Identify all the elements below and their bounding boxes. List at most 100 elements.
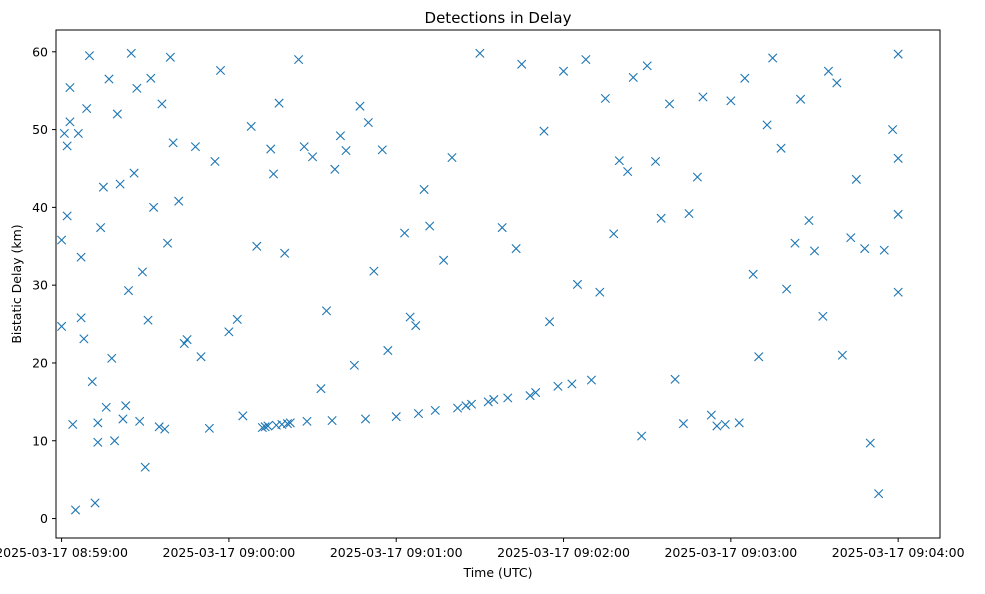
- data-point: [190, 142, 201, 152]
- data-point: [294, 54, 304, 65]
- data-point: [112, 109, 122, 119]
- y-axis-label: Bistatic Delay (km): [9, 224, 24, 343]
- data-point: [600, 93, 610, 104]
- data-point: [132, 83, 142, 93]
- data-point: [165, 52, 175, 62]
- data-point: [726, 96, 736, 106]
- data-point: [140, 462, 150, 472]
- data-point: [383, 345, 393, 356]
- data-point: [121, 401, 131, 411]
- data-point: [137, 267, 148, 277]
- data-point: [70, 505, 81, 515]
- data-point: [160, 424, 170, 434]
- data-point: [832, 78, 842, 88]
- x-tick-label: 2025-03-17 09:00:00: [163, 545, 296, 560]
- data-point: [642, 61, 652, 71]
- data-point: [179, 338, 189, 349]
- data-point: [215, 65, 226, 76]
- data-point: [888, 124, 898, 135]
- data-point: [73, 128, 83, 139]
- data-point: [360, 414, 371, 424]
- data-point: [65, 82, 75, 93]
- data-point: [330, 164, 340, 174]
- data-point: [118, 414, 128, 424]
- data-point: [232, 314, 242, 324]
- data-point: [823, 66, 834, 76]
- data-point: [349, 360, 359, 370]
- data-point: [76, 252, 86, 262]
- data-point: [452, 403, 463, 413]
- data-point: [628, 72, 638, 83]
- y-tick-label: 0: [40, 511, 48, 526]
- data-point: [678, 419, 689, 429]
- data-point: [68, 419, 78, 430]
- data-point: [581, 54, 591, 65]
- data-point: [411, 321, 421, 331]
- data-point: [363, 117, 373, 128]
- y-tick-label: 50: [32, 122, 48, 137]
- data-point: [238, 411, 248, 421]
- data-point: [879, 245, 889, 255]
- data-point: [307, 152, 318, 162]
- data-point: [157, 99, 167, 109]
- data-point: [795, 94, 806, 104]
- data-point: [818, 311, 828, 321]
- data-point: [405, 312, 415, 322]
- data-point: [56, 321, 67, 331]
- data-points: [56, 48, 903, 515]
- data-point: [224, 327, 234, 337]
- data-point: [129, 168, 139, 178]
- data-point: [466, 399, 477, 409]
- data-point: [96, 223, 106, 233]
- data-point: [260, 422, 270, 432]
- x-axis: 2025-03-17 08:59:00 2025-03-17 09:00:00 20…: [0, 538, 965, 560]
- data-point: [285, 418, 295, 428]
- y-tick-label: 40: [32, 200, 48, 215]
- data-point: [837, 350, 847, 360]
- data-point: [475, 48, 485, 58]
- data-point: [79, 334, 89, 344]
- data-point: [614, 156, 624, 166]
- data-point: [782, 284, 792, 294]
- data-point: [698, 92, 708, 102]
- data-point: [553, 381, 563, 391]
- data-point: [316, 384, 326, 394]
- data-point: [204, 423, 214, 433]
- data-point: [865, 438, 875, 448]
- data-point: [461, 401, 471, 411]
- data-point: [168, 138, 178, 148]
- data-point: [62, 211, 72, 221]
- data-point: [539, 126, 549, 136]
- data-point: [740, 73, 750, 83]
- data-point: [257, 422, 267, 433]
- data-point: [246, 121, 256, 132]
- data-point: [196, 352, 206, 362]
- data-point: [182, 335, 192, 345]
- data-point: [154, 422, 164, 432]
- data-point: [637, 431, 647, 441]
- data-point: [623, 166, 633, 177]
- data-point: [692, 172, 702, 182]
- data-point: [174, 196, 184, 206]
- data-point: [76, 313, 86, 323]
- data-point: [335, 131, 346, 141]
- data-point: [399, 228, 410, 238]
- data-point: [567, 379, 577, 389]
- data-point: [609, 229, 619, 239]
- data-point: [59, 128, 69, 139]
- data-point: [65, 117, 75, 127]
- data-point: [748, 269, 758, 279]
- data-point: [90, 498, 100, 508]
- data-point: [266, 144, 276, 154]
- data-point: [586, 375, 597, 385]
- data-point: [321, 306, 332, 316]
- x-axis-label: Time (UTC): [462, 565, 532, 580]
- data-point: [146, 73, 156, 83]
- data-point: [135, 416, 145, 426]
- data-point: [650, 156, 661, 167]
- data-point: [768, 53, 778, 63]
- data-point: [734, 418, 744, 428]
- data-point: [126, 48, 136, 58]
- data-point: [109, 436, 120, 446]
